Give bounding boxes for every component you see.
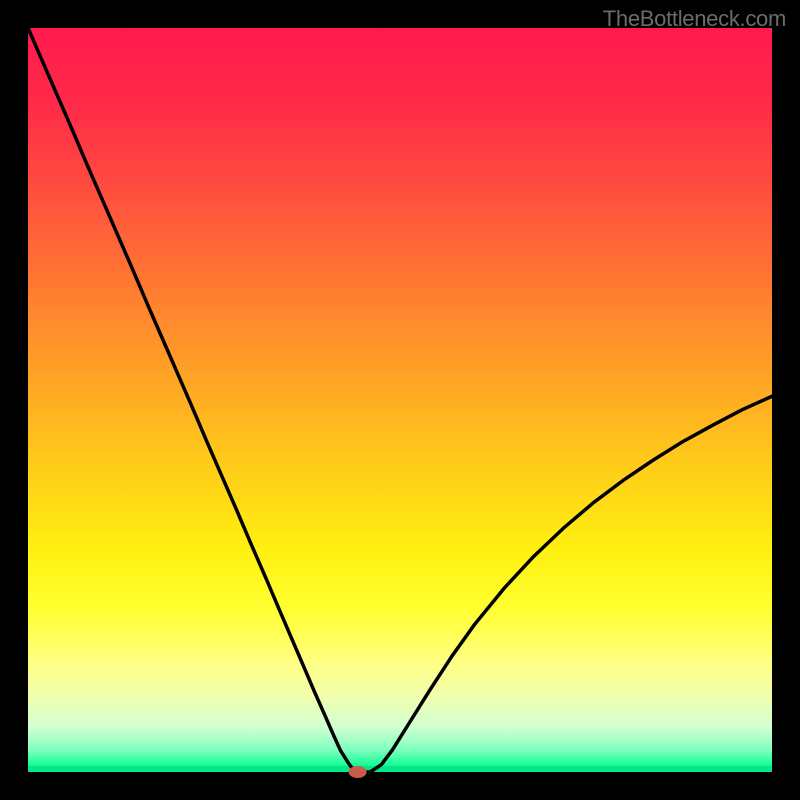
bottom-green-band bbox=[28, 766, 772, 772]
optimal-point-marker bbox=[349, 766, 367, 778]
watermark-text: TheBottleneck.com bbox=[603, 6, 786, 32]
chart-svg bbox=[0, 0, 800, 800]
plot-background bbox=[28, 28, 772, 772]
bottleneck-chart: TheBottleneck.com bbox=[0, 0, 800, 800]
